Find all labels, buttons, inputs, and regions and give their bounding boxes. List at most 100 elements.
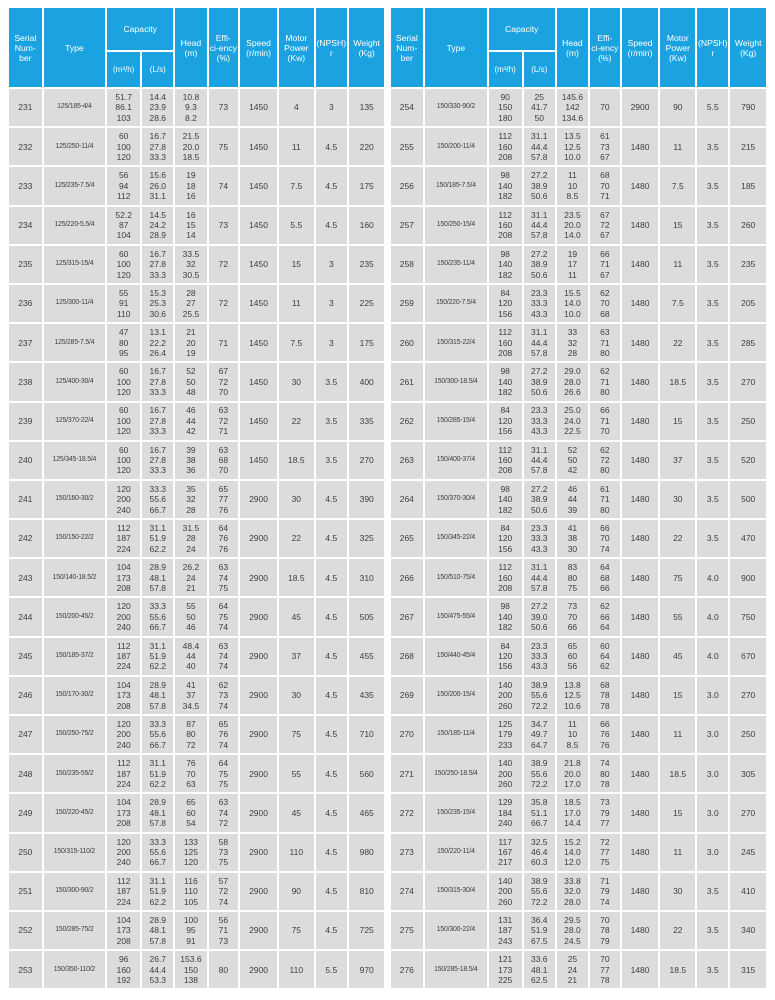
cell-ls: 31.1 44.4 57.8 <box>523 441 555 479</box>
cell-type: 150/220-7.5/4 <box>425 284 487 323</box>
cell-speed: 1480 <box>621 676 659 714</box>
table-row: 240 125/345-18.5/4 60 100 120 16.7 27.8 33.3 39 3… <box>9 441 385 479</box>
table-row: 262 150/285-15/4 84 120 156 23.3 33.3 43.3 25.0 2… <box>390 402 767 440</box>
cell-npsh: 4.5 <box>315 520 347 558</box>
cell-m3h: 112 187 224 <box>107 637 141 675</box>
header-speed: Speed (r/min) <box>621 8 659 87</box>
table-row: 270 150/185-11/4 125 179 233 34.7 49.7 64.7 11 10… <box>390 716 767 754</box>
table-row: 233 125/235-7.5/4 56 94 112 15.6 26.0 31.1 19 18 1… <box>9 167 385 205</box>
table-row: 263 150/400-37/4 112 160 208 31.1 44.4 57.8 52 50… <box>390 441 767 479</box>
cell-weight: 305 <box>730 755 766 793</box>
cell-m3h: 112 160 208 <box>488 559 522 597</box>
cell-head: 33.8 32.0 28.0 <box>556 872 588 910</box>
header-efficiency: Effi- ci-ency (%) <box>590 8 620 87</box>
cell-eff: 57 72 74 <box>208 872 239 910</box>
table-row: 258 150/235-11/4 98 140 182 27.2 38.9 50.6 19 17 1… <box>390 245 767 283</box>
cell-eff: 62 73 74 <box>208 676 239 714</box>
header-capacity: Capacity <box>107 8 174 50</box>
cell-m3h: 120 200 240 <box>107 598 141 636</box>
cell-speed: 2900 <box>240 676 277 714</box>
cell-power: 11 <box>278 284 314 323</box>
cell-eff: 64 75 74 <box>208 598 239 636</box>
cell-serial: 266 <box>390 559 424 597</box>
cell-ls: 31.1 44.4 57.8 <box>523 206 555 244</box>
cell-weight: 270 <box>348 441 385 479</box>
cell-power: 75 <box>278 716 314 754</box>
cell-ls: 16.7 27.8 33.3 <box>142 402 174 440</box>
cell-eff: 58 73 75 <box>208 833 239 871</box>
cell-power: 45 <box>660 637 696 675</box>
cell-eff: 63 74 72 <box>208 794 239 832</box>
cell-m3h: 131 187 243 <box>488 911 522 950</box>
cell-type: 150/220-45/2 <box>43 794 106 832</box>
table-row: 276 150/285-18.5/4 121 173 225 33.6 48.1 62.5 25… <box>390 951 767 989</box>
cell-type: 150/250-15/4 <box>425 206 487 244</box>
cell-weight: 325 <box>348 520 385 558</box>
cell-ls: 31.1 44.4 57.8 <box>523 559 555 597</box>
cell-head: 33.5 32 30.5 <box>175 245 207 283</box>
cell-weight: 670 <box>730 637 766 675</box>
cell-speed: 1480 <box>621 284 659 323</box>
cell-eff: 56 71 73 <box>208 911 239 950</box>
cell-serial: 275 <box>390 911 424 950</box>
cell-type: 125/220-5.5/4 <box>43 206 106 244</box>
table-row: 248 150/235-55/2 112 187 224 31.1 51.9 62.2 76 70… <box>9 755 385 793</box>
cell-serial: 249 <box>9 794 42 832</box>
cell-speed: 1480 <box>621 559 659 597</box>
cell-speed: 1480 <box>621 206 659 244</box>
cell-power: 5.5 <box>278 206 314 244</box>
cell-eff: 71 <box>208 324 239 362</box>
cell-speed: 1480 <box>621 128 659 166</box>
table-row: 256 150/185-7.5/4 98 140 182 27.2 38.9 50.6 11 10… <box>390 167 767 205</box>
table-row: 269 150/200-15/4 140 200 260 38.9 55.6 72.2 13.8… <box>390 676 767 714</box>
cell-weight: 235 <box>348 245 385 283</box>
header-head: Head (m) <box>556 8 588 87</box>
cell-eff: 70 77 78 <box>590 951 620 989</box>
cell-power: 37 <box>278 637 314 675</box>
cell-ls: 35.8 51.1 66.7 <box>523 794 555 832</box>
cell-m3h: 129 184 240 <box>488 794 522 832</box>
cell-npsh: 4.0 <box>697 637 729 675</box>
cell-ls: 14.5 24.2 28.9 <box>142 206 174 244</box>
cell-type: 125/370-22/4 <box>43 402 106 440</box>
cell-npsh: 4.5 <box>315 167 347 205</box>
table-row: 264 150/370-30/4 98 140 182 27.2 38.9 50.6 46 44 3… <box>390 480 767 519</box>
table-row: 245 150/185-37/2 112 187 224 31.1 51.9 62.2 48.4… <box>9 637 385 675</box>
cell-power: 22 <box>660 520 696 558</box>
header-capacity-ls: (L/s) <box>523 52 555 87</box>
cell-type: 150/315-22/4 <box>425 324 487 362</box>
cell-serial: 273 <box>390 833 424 871</box>
cell-npsh: 3.5 <box>697 520 729 558</box>
cell-eff: 67 72 70 <box>208 363 239 401</box>
cell-eff: 71 79 74 <box>590 872 620 910</box>
cell-eff: 66 76 76 <box>590 716 620 754</box>
cell-power: 75 <box>278 911 314 950</box>
cell-eff: 67 72 67 <box>590 206 620 244</box>
cell-ls: 38.9 55.6 72.2 <box>523 755 555 793</box>
cell-power: 18.5 <box>660 951 696 989</box>
cell-type: 150/330-90/2 <box>425 89 487 127</box>
cell-weight: 710 <box>348 716 385 754</box>
cell-eff: 63 74 74 <box>208 637 239 675</box>
cell-npsh: 4.5 <box>315 833 347 871</box>
cell-m3h: 55 91 110 <box>107 284 141 323</box>
cell-head: 21.8 20.0 17.0 <box>556 755 588 793</box>
cell-m3h: 60 100 120 <box>107 245 141 283</box>
cell-eff: 61 71 80 <box>590 480 620 519</box>
cell-npsh: 3 <box>315 324 347 362</box>
cell-type: 125/400-30/4 <box>43 363 106 401</box>
header-weight: Weight (Kg) <box>348 8 385 87</box>
cell-speed: 1450 <box>240 128 277 166</box>
cell-type: 150/250-75/2 <box>43 716 106 754</box>
cell-weight: 270 <box>730 676 766 714</box>
cell-weight: 250 <box>730 402 766 440</box>
cell-npsh: 4.5 <box>315 480 347 519</box>
header-head: Head (m) <box>175 8 207 87</box>
cell-npsh: 4.5 <box>315 637 347 675</box>
cell-ls: 31.1 44.4 57.8 <box>523 324 555 362</box>
cell-serial: 272 <box>390 794 424 832</box>
cell-serial: 231 <box>9 89 42 127</box>
cell-m3h: 60 100 120 <box>107 363 141 401</box>
cell-type: 150/400-37/4 <box>425 441 487 479</box>
